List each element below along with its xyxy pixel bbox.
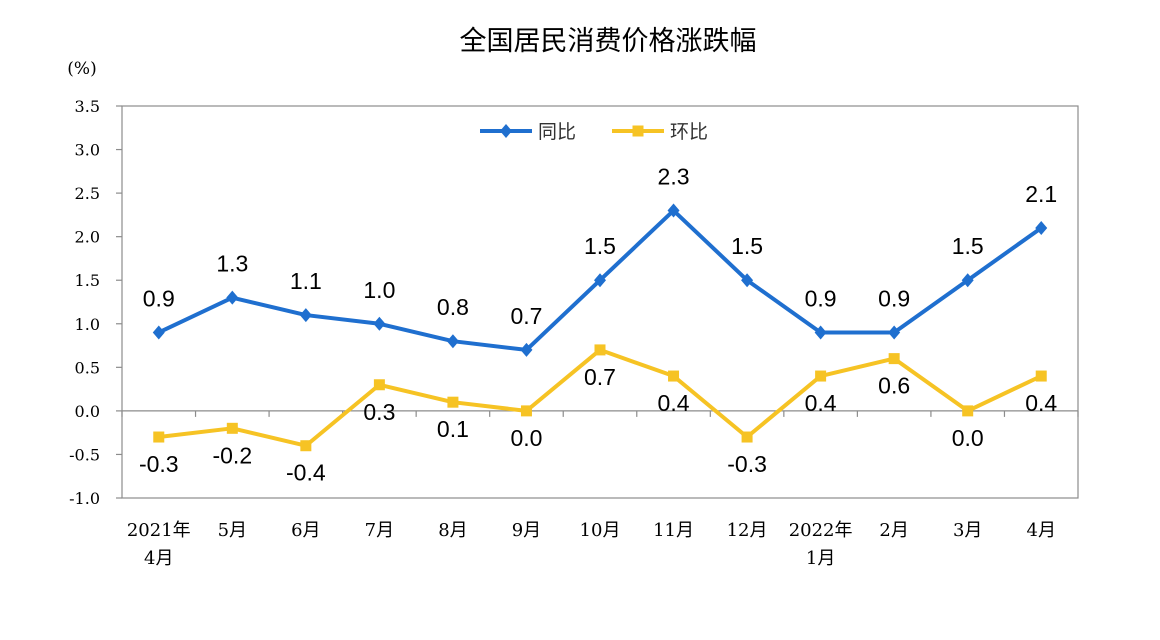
y-tick-label: 3.5	[75, 97, 100, 116]
data-label: 0.4	[805, 390, 837, 416]
data-point	[446, 334, 459, 349]
y-tick-label: 3.0	[75, 141, 100, 160]
data-label: 0.0	[510, 425, 542, 451]
data-label: 0.4	[1025, 390, 1057, 416]
legend: 同比 环比	[480, 121, 708, 143]
y-tick-label: 2.0	[75, 228, 100, 247]
x-tick-label: 8月	[438, 520, 467, 541]
data-label: 0.7	[584, 364, 616, 390]
data-label: -0.3	[727, 451, 767, 477]
data-point	[962, 405, 974, 417]
data-label: 2.1	[1025, 181, 1057, 207]
x-axis: 2021年 4月 5月 6月 7月 8月 9月 10月 11月 12月 2022年 1月 2月 3月 4月	[121, 410, 1079, 569]
data-point	[373, 379, 385, 391]
data-label: -0.4	[286, 460, 326, 486]
data-point	[668, 370, 680, 382]
x-tick-label: 6月	[291, 520, 320, 541]
series-layer: 0.9 1.3 1.1 1.0 0.8 0.7 1.5 2.3 1.5 0.9 0.9 1.5 2.1 -…	[139, 164, 1057, 486]
data-point	[520, 405, 532, 417]
data-label: 0.3	[363, 399, 395, 425]
data-label: 2.3	[658, 164, 690, 190]
data-label: 0.6	[878, 373, 910, 399]
x-tick-label: 2月	[879, 520, 908, 541]
data-point	[226, 290, 239, 305]
data-point	[226, 422, 238, 434]
legend-item: 环比	[612, 121, 708, 143]
x-tick-label: 9月	[512, 520, 541, 541]
y-axis-unit-label: (%)	[67, 59, 96, 79]
y-tick-label: 1.5	[75, 271, 100, 290]
data-label: 1.5	[731, 233, 763, 259]
legend-marker	[500, 124, 512, 138]
data-label: 0.8	[437, 294, 469, 320]
x-tick-label: 3月	[953, 520, 982, 541]
data-label: 1.5	[952, 233, 984, 259]
legend-label: 环比	[670, 121, 708, 143]
data-label: -0.2	[212, 442, 252, 468]
y-tick-label: 1.0	[75, 315, 100, 334]
data-point	[1035, 370, 1047, 382]
data-label: 0.7	[510, 303, 542, 329]
data-point	[667, 203, 680, 218]
data-point	[300, 440, 312, 452]
data-label: 0.9	[878, 285, 910, 311]
y-tick-label: 0.5	[75, 358, 100, 377]
series-yoy: 0.9 1.3 1.1 1.0 0.8 0.7 1.5 2.3 1.5 0.9 0.9 1.5 2.1	[143, 164, 1057, 357]
x-tick-label: 5月	[218, 520, 247, 541]
x-tick-label: 7月	[365, 520, 394, 541]
data-label: 0.9	[805, 285, 837, 311]
series-mom: -0.3 -0.2 -0.4 0.3 0.1 0.0 0.7 0.4 -0.3 0.4 0.6 0.0…	[139, 344, 1057, 486]
data-label: 1.1	[290, 268, 322, 294]
data-point	[299, 308, 312, 323]
data-point	[741, 431, 753, 443]
x-tick-label: 11月	[653, 520, 694, 541]
x-tick-label: 10月	[580, 520, 621, 541]
data-label: 0.9	[143, 285, 175, 311]
data-label: -0.3	[139, 451, 179, 477]
x-tick-label: 2022年 1月	[789, 520, 853, 569]
plot-area-frame	[121, 105, 1079, 499]
legend-item: 同比	[480, 121, 576, 143]
data-point	[520, 342, 533, 357]
data-label: 1.3	[216, 251, 248, 277]
data-label: 0.1	[437, 416, 469, 442]
data-point	[815, 370, 827, 382]
data-point	[594, 344, 606, 356]
data-point	[888, 325, 901, 340]
y-tick-label: -0.5	[69, 445, 100, 464]
data-point	[594, 273, 606, 288]
data-label: 1.0	[363, 277, 395, 303]
y-tick-label: 2.5	[75, 184, 100, 203]
data-point	[961, 273, 974, 288]
x-tick-label: 12月	[727, 520, 768, 541]
y-tick-label: 0.0	[75, 402, 100, 421]
data-point	[888, 353, 900, 365]
data-point	[1035, 220, 1048, 235]
data-point	[152, 325, 165, 340]
y-tick-label: -1.0	[69, 489, 100, 508]
legend-label: 同比	[538, 121, 576, 143]
data-label: 1.5	[584, 233, 616, 259]
x-tick-label: 2021年 4月	[127, 520, 191, 569]
data-point	[447, 396, 459, 408]
data-point	[814, 325, 827, 340]
data-label: 0.4	[658, 390, 690, 416]
data-point	[373, 316, 386, 331]
data-label: 0.0	[952, 425, 984, 451]
y-axis: 3.5 3.0 2.5 2.0 1.5 1.0 0.5 0.0 -0.5 -1.0	[69, 97, 122, 508]
data-point	[153, 431, 165, 443]
data-point	[741, 273, 754, 288]
legend-marker	[632, 125, 644, 137]
x-tick-label: 4月	[1027, 520, 1056, 541]
chart-title: 全国居民消费价格涨跌幅	[460, 26, 757, 57]
